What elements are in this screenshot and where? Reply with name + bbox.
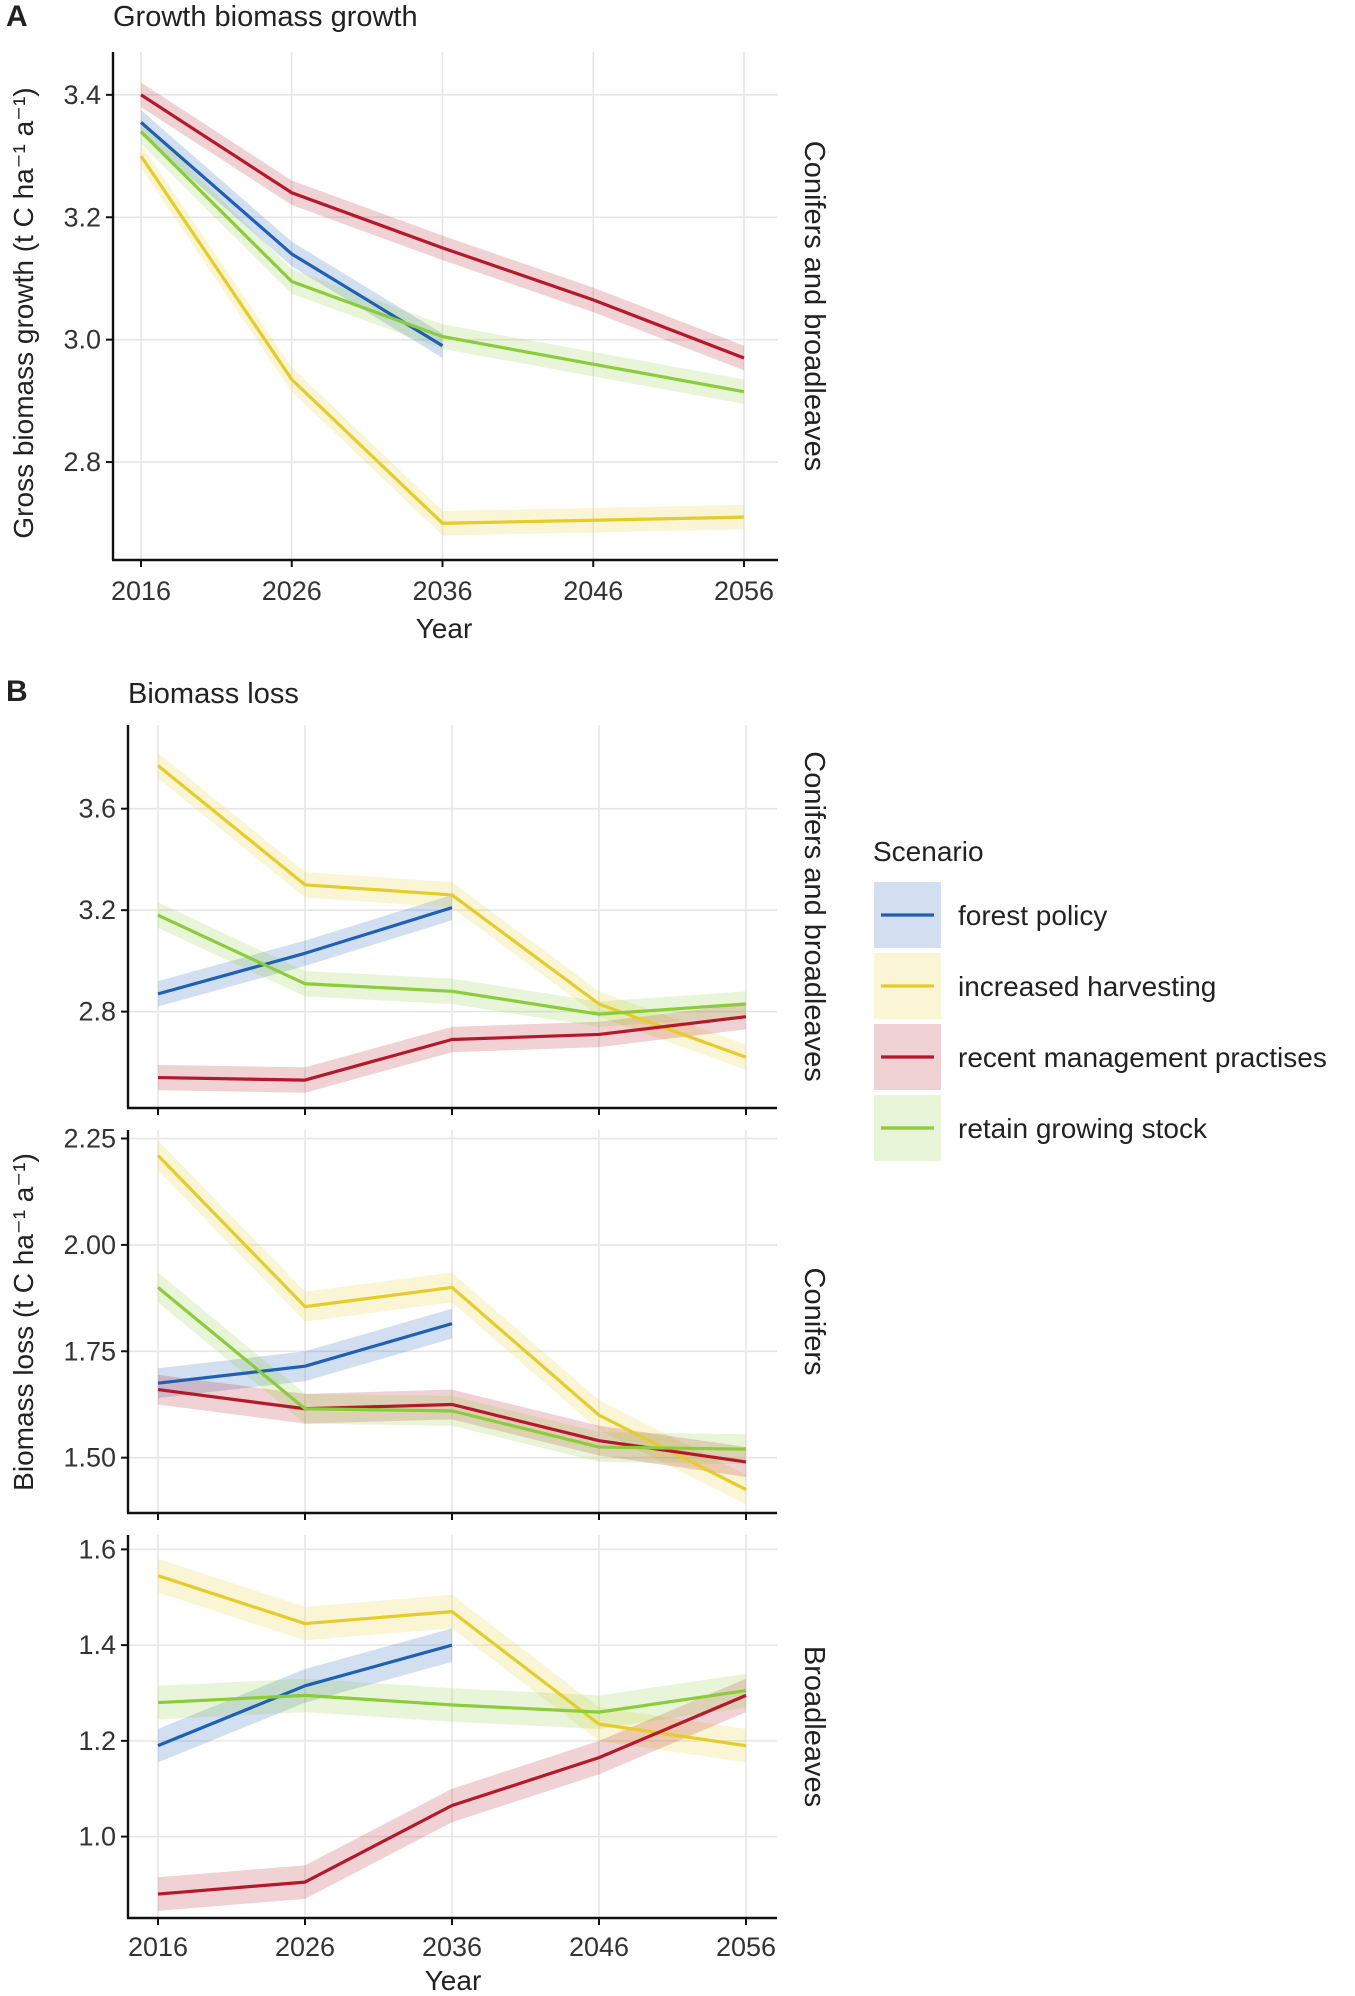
y-tick-label: 2.8 xyxy=(63,447,101,477)
panel-title-b: Biomass loss xyxy=(128,678,299,710)
series-line-forest-policy xyxy=(157,906,453,996)
band-recent-management-practises xyxy=(158,1678,746,1911)
y-axis-title-a-unit: ⁻¹ a⁻¹) xyxy=(8,87,39,168)
x-tick-label: 2026 xyxy=(262,576,322,606)
y-tick-label: 1.75 xyxy=(63,1336,116,1366)
x-tick-label: 2036 xyxy=(422,1932,482,1962)
panel-a: A Growth biomass growth 2.8 3.0 3.2 3.4 2016… xyxy=(6,0,830,644)
series-line-retain-growing-stock xyxy=(157,1689,747,1714)
y-tick-label: 3.6 xyxy=(78,794,116,824)
chart-panel-b-conifers: 1.50 1.75 2.00 2.25 Conifers xyxy=(63,1124,830,1520)
series-line-forest-policy xyxy=(139,121,444,348)
series-line-recent-management-practises xyxy=(157,1015,747,1082)
y-axis-title-a-text: Gross biomass growth (t C ha xyxy=(8,168,39,539)
series-line-retain-growing-stock xyxy=(156,1286,747,1451)
legend: Scenario forest policy increased harvesti… xyxy=(873,836,1327,1161)
y-tick-label: 2.00 xyxy=(63,1230,116,1260)
x-axis-title-b: Year xyxy=(425,1965,482,1996)
band-recent-management-practises xyxy=(158,1374,746,1477)
legend-label-forest-policy: forest policy xyxy=(958,900,1107,931)
y-tick-label: 3.0 xyxy=(63,325,101,355)
series-line-increased-harvesting xyxy=(156,1154,747,1492)
x-tick-label: 2016 xyxy=(128,1932,188,1962)
band-retain-growing-stock xyxy=(141,119,744,404)
facet-strip-label: Conifers and broadleaves xyxy=(798,141,830,471)
chart-panel-b-conifers-and-broadleaves: 2.8 3.2 3.6 Conifers and broadleaves xyxy=(78,725,830,1115)
x-axis-title-a: Year xyxy=(416,613,473,644)
band-recent-management-practises xyxy=(158,1004,746,1093)
x-tick-label: 2056 xyxy=(714,576,774,606)
band-retain-growing-stock xyxy=(158,902,746,1027)
legend-label-recent-management-practises: recent management practises xyxy=(958,1042,1327,1073)
band-retain-growing-stock xyxy=(158,1673,746,1729)
panel-letter-a: A xyxy=(6,0,28,33)
x-tick-label: 2026 xyxy=(275,1932,335,1962)
series-line-retain-growing-stock xyxy=(139,130,745,394)
series-line-recent-management-practises xyxy=(157,1693,747,1896)
series-line-forest-policy xyxy=(157,1643,453,1748)
y-tick-label: 3.2 xyxy=(78,895,116,925)
y-tick-label: 3.4 xyxy=(63,80,101,110)
band-increased-harvesting xyxy=(141,143,744,536)
panel-title-a: Growth biomass growth xyxy=(113,1,418,33)
y-tick-label: 2.25 xyxy=(63,1124,116,1154)
band-increased-harvesting xyxy=(158,752,746,1070)
x-tick-label: 2036 xyxy=(412,576,472,606)
chart-panel-a: 2.8 3.0 3.2 3.4 2016 2026 2036 2046 2056 Conifers… xyxy=(63,52,830,606)
panel-letter-b: B xyxy=(6,675,28,708)
y-tick-label: 1.6 xyxy=(78,1534,116,1564)
x-tick-label: 2016 xyxy=(111,576,171,606)
band-forest-policy xyxy=(158,894,452,1007)
y-axis-title-b-text: Biomass loss (t C ha xyxy=(8,1234,39,1491)
panel-b: B Biomass loss 2.8 3.2 3.6 Conifers and bro… xyxy=(6,675,830,1996)
y-tick-label: 3.2 xyxy=(63,202,101,232)
y-tick-label: 1.2 xyxy=(78,1726,116,1756)
y-tick-label: 1.0 xyxy=(78,1822,116,1852)
facet-strip-label: Conifers xyxy=(798,1268,830,1376)
band-retain-growing-stock xyxy=(158,1272,746,1465)
series-line-retain-growing-stock xyxy=(157,913,747,1016)
y-tick-label: 1.4 xyxy=(78,1630,116,1660)
y-axis-title-a: Gross biomass growth (t C ha⁻¹ a⁻¹) xyxy=(8,87,39,538)
x-tick-label: 2046 xyxy=(563,576,623,606)
y-axis-title-b: Biomass loss (t C ha⁻¹ a⁻¹) xyxy=(8,1153,39,1491)
series-line-increased-harvesting xyxy=(156,764,747,1059)
legend-label-retain-growing-stock: retain growing stock xyxy=(958,1113,1208,1144)
y-tick-label: 1.50 xyxy=(63,1443,116,1473)
x-tick-label: 2046 xyxy=(569,1932,629,1962)
y-tick-label: 2.8 xyxy=(78,997,116,1027)
band-forest-policy xyxy=(141,110,443,359)
facet-strip-label: Broadleaves xyxy=(798,1646,830,1807)
y-axis-title-b-unit: ⁻¹ a⁻¹) xyxy=(8,1153,39,1234)
x-tick-label: 2056 xyxy=(716,1932,776,1962)
series-line-increased-harvesting xyxy=(139,155,745,525)
facet-strip-label: Conifers and broadleaves xyxy=(798,751,830,1081)
series-line-forest-policy xyxy=(157,1322,453,1385)
series-line-increased-harvesting xyxy=(157,1574,747,1748)
legend-title: Scenario xyxy=(873,836,984,867)
series-line-recent-management-practises xyxy=(140,93,745,360)
legend-label-increased-harvesting: increased harvesting xyxy=(958,971,1216,1002)
chart-panel-b-broadleaves: 1.0 1.2 1.4 1.6 2016 2026 2036 2046 2056 Broadlea… xyxy=(78,1534,830,1962)
